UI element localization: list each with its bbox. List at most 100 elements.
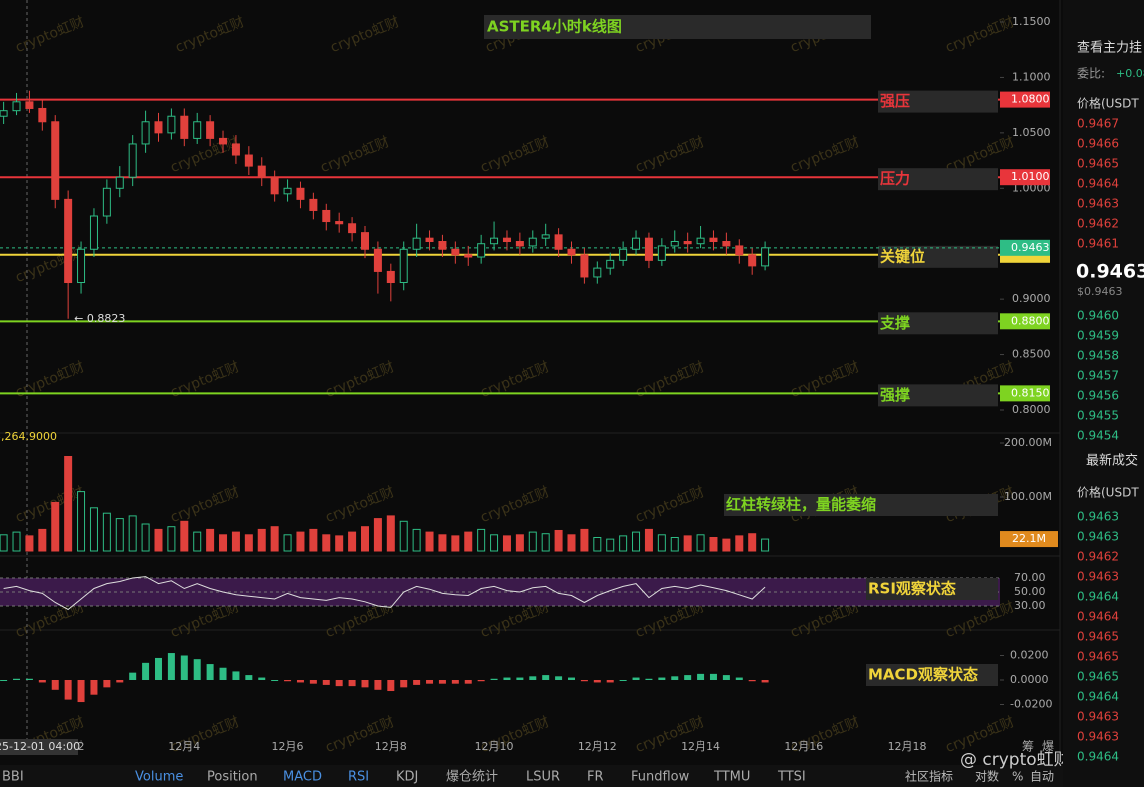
level-name-box	[878, 245, 998, 268]
candle-body	[386, 270, 395, 284]
candle-body	[644, 237, 653, 261]
watermark: crypto虹财	[323, 359, 396, 401]
macd-bar	[413, 680, 421, 685]
bid-price: 0.9454	[1077, 429, 1119, 443]
volume-bar	[657, 534, 666, 552]
toolbar-right-item[interactable]: 自动	[1030, 770, 1054, 784]
toolbar-item[interactable]: FR	[587, 770, 604, 785]
macd-bar	[0, 680, 8, 681]
trade-price: 0.9463	[1077, 730, 1119, 744]
level-value: 0.8150	[1011, 386, 1050, 399]
orderbook-link[interactable]: 查看主力挂	[1077, 40, 1142, 56]
macd-bar	[684, 675, 692, 680]
macd-bar	[671, 676, 679, 680]
toolbar-item[interactable]: KDJ	[396, 770, 418, 785]
macd-bar	[154, 657, 162, 680]
macd-bar	[606, 680, 614, 683]
watermark: crypto虹财	[788, 359, 861, 401]
macd-bar	[593, 680, 601, 683]
macd-bar	[232, 671, 240, 680]
watermark: crypto虹财	[323, 484, 396, 526]
macd-bar	[400, 680, 408, 688]
level-name-box	[878, 168, 998, 191]
volume-bar	[670, 537, 679, 552]
macd-bar	[25, 678, 33, 680]
x-tick-label: 12月6	[272, 740, 304, 753]
candle-body	[38, 107, 47, 123]
title-box	[484, 15, 871, 39]
toolbar-item[interactable]: BBI	[2, 770, 24, 785]
volume-bar	[335, 535, 344, 552]
macd-bar	[348, 680, 356, 687]
ratio-label: 委比:	[1077, 67, 1105, 81]
candle-body	[554, 234, 563, 250]
x-tick-label: 12月4	[168, 740, 200, 753]
macd-bar	[722, 675, 730, 680]
macd-bar	[219, 667, 227, 680]
toolbar-item[interactable]: Volume	[135, 770, 183, 785]
candle-body	[115, 176, 124, 189]
toolbar-item[interactable]: Fundflow	[631, 770, 690, 785]
macd-bar	[542, 675, 550, 680]
macd-bar	[167, 653, 175, 680]
volume-bar	[309, 528, 318, 552]
toolbar-item[interactable]: MACD	[283, 770, 322, 785]
candle-body	[567, 248, 576, 256]
level-name-box	[878, 384, 998, 407]
trade-price: 0.9463	[1077, 570, 1119, 584]
volume-bar	[12, 531, 21, 552]
volume-bar	[89, 507, 98, 552]
volume-bar	[64, 456, 73, 552]
volume-bar	[464, 531, 473, 552]
volume-bar	[644, 528, 653, 552]
y-tick-label: 1.1500	[1012, 15, 1051, 28]
volume-bar	[322, 534, 331, 552]
trade-price: 0.9464	[1077, 590, 1119, 604]
candle-body	[696, 237, 705, 245]
y-tick-label: 0.9000	[1012, 292, 1051, 305]
toolbar-item[interactable]: TTSI	[777, 770, 806, 785]
toolbar-item[interactable]: RSI	[348, 770, 369, 785]
orderbook-panel	[1063, 0, 1144, 787]
macd-bar	[477, 680, 485, 682]
toolbar-right-item[interactable]: %	[1012, 770, 1023, 784]
volume-bar	[77, 491, 86, 552]
toolbar-item[interactable]: Position	[207, 770, 258, 785]
macd-tick-label: 0.0200	[1010, 649, 1049, 662]
macd-bar	[761, 680, 769, 683]
volume-bar	[257, 528, 266, 552]
trade-price: 0.9463	[1077, 510, 1119, 524]
rsi-tick-label: 70.00	[1014, 571, 1046, 584]
macd-bar	[645, 678, 653, 680]
toolbar-item[interactable]: 爆仓统计	[446, 770, 498, 785]
candle-body	[154, 121, 163, 134]
ask-price: 0.9463	[1077, 197, 1119, 211]
macd-bar	[116, 680, 124, 683]
volume-bar	[115, 518, 124, 552]
toolbar-item[interactable]: TTMU	[713, 770, 750, 785]
macd-bar	[503, 677, 511, 680]
level-name: 压力	[880, 170, 910, 188]
macd-bar	[245, 675, 253, 680]
toolbar-right-item[interactable]: 对数	[975, 769, 999, 784]
trade-price: 0.9464	[1077, 690, 1119, 704]
trade-price: 0.9465	[1077, 670, 1119, 684]
trades-header: 价格(USDT	[1077, 485, 1139, 500]
candle-body	[619, 248, 628, 261]
candle-body	[515, 240, 524, 247]
candle-body	[748, 254, 757, 267]
volume-bar	[102, 512, 111, 552]
toolbar-item[interactable]: LSUR	[526, 770, 560, 785]
level-value-box	[1000, 385, 1050, 402]
candle-body	[425, 237, 434, 242]
level-name: 支撑	[879, 314, 910, 332]
x-tick-label: 12月14	[681, 740, 720, 753]
toolbar-right-item[interactable]: 社区指标	[905, 769, 953, 784]
candle-body	[502, 237, 511, 242]
volume-bar	[219, 534, 228, 552]
macd-bar	[309, 680, 317, 684]
candle-body	[167, 115, 176, 134]
macd-bar	[387, 680, 395, 692]
